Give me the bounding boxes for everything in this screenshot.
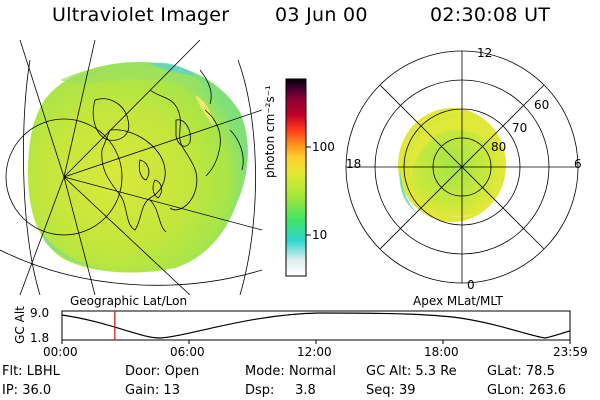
time-label: 02:30:08 UT [430, 4, 551, 26]
geographic-image [0, 40, 262, 295]
polar-label-top: 12 [477, 46, 493, 60]
polar-label-bottom: 0 [467, 278, 475, 292]
altitude-plot [61, 310, 571, 344]
info-glon: GLon: 263.6 [487, 383, 567, 398]
altitude-xtick-1800: 18:00 [424, 345, 459, 359]
colorbar-unit-label: photon cm⁻²s⁻¹ [263, 85, 277, 178]
date-label: 03 Jun 00 [275, 4, 368, 26]
altitude-ylabel: GC Alt [13, 306, 27, 344]
polar-ring-label-60: 60 [534, 98, 550, 112]
polar-ring-label-70: 70 [512, 121, 528, 135]
info-glat: GLat: 78.5 [487, 364, 555, 379]
coastlines [92, 69, 244, 233]
polar-label-left: 18 [346, 157, 362, 171]
info-dsp: Dsp: 3.8 [245, 383, 316, 398]
info-mode: Mode: Normal [245, 364, 336, 379]
apex-caption: Apex MLat/MLT [413, 294, 503, 308]
altitude-xtick-0000: 00:00 [43, 345, 78, 359]
colorbar-tick-10: 10 [312, 228, 328, 242]
altitude-curve [61, 312, 571, 339]
info-door: Door: Open [125, 364, 200, 379]
polar-ring-label-80: 80 [491, 140, 507, 154]
polar-plot [345, 50, 579, 284]
info-gc-alt: GC Alt: 5.3 Re [366, 364, 457, 379]
altitude-xtick-0600: 06:00 [170, 345, 205, 359]
polar-label-right: 6 [574, 157, 582, 171]
info-seq: Seq: 39 [366, 383, 416, 398]
instrument-title: Ultraviolet Imager [52, 4, 230, 26]
altitude-xtick-1200: 12:00 [297, 345, 332, 359]
colorbar-tick-100: 100 [312, 140, 335, 154]
colorbar [285, 78, 307, 277]
altitude-ytick-max: 9.0 [30, 306, 50, 320]
altitude-ytick-min: 1.8 [30, 331, 50, 345]
geographic-caption: Geographic Lat/Lon [70, 294, 188, 308]
info-ip: IP: 36.0 [2, 383, 52, 398]
altitude-xtick-2359: 23:59 [553, 345, 588, 359]
info-flt: Flt: LBHL [2, 364, 60, 379]
info-gain: Gain: 13 [125, 383, 180, 398]
